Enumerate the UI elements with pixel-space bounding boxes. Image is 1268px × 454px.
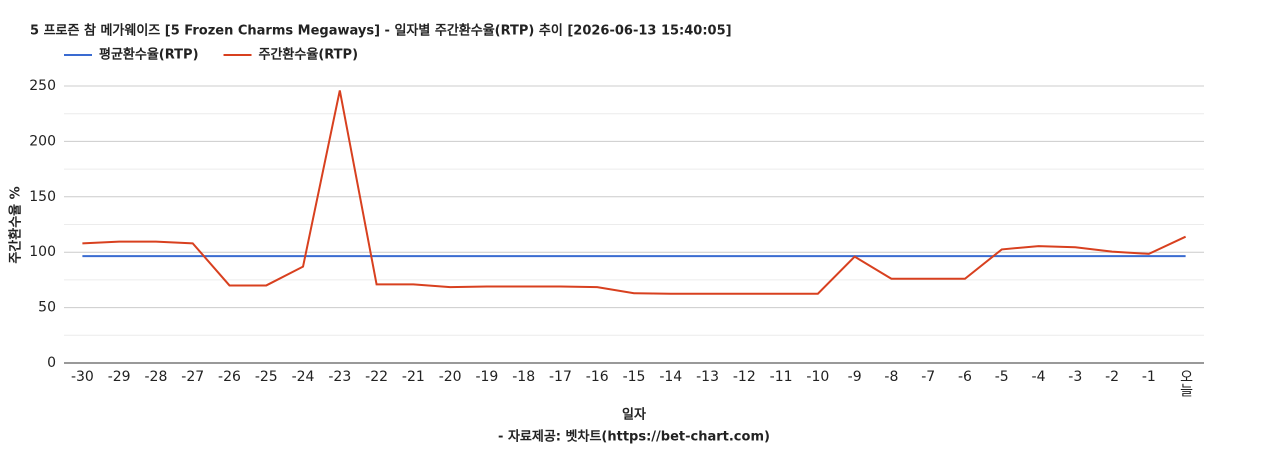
- y-tick-label: 250: [29, 78, 56, 94]
- y-tick-label: 150: [29, 189, 56, 205]
- x-tick-label: -10: [806, 369, 829, 385]
- x-tick-label: -11: [770, 369, 793, 385]
- y-axis-label: 주간환수율 %: [8, 186, 24, 263]
- y-tick-label: 100: [29, 244, 56, 260]
- y-tick-label: 50: [38, 300, 56, 316]
- x-tick-label: -23: [328, 369, 351, 385]
- x-tick-label: -16: [586, 369, 609, 385]
- x-tick-label: -7: [921, 369, 935, 385]
- x-tick-label: -2: [1105, 369, 1119, 385]
- x-tick-label: -20: [439, 369, 462, 385]
- x-tick-label: -25: [255, 369, 278, 385]
- x-tick-label: -5: [995, 369, 1009, 385]
- x-tick-label: -19: [475, 369, 498, 385]
- x-tick-label: -24: [292, 369, 315, 385]
- x-tick-label: -8: [884, 369, 898, 385]
- legend-label: 주간환수율(RTP): [259, 47, 359, 63]
- x-tick-label: 오늘: [1178, 369, 1194, 397]
- y-tick-label: 0: [47, 355, 56, 371]
- x-axis-label: 일자: [622, 408, 646, 423]
- x-tick-label: -26: [218, 369, 241, 385]
- x-tick-label: -4: [1032, 369, 1046, 385]
- x-tick-label: -27: [181, 369, 204, 385]
- footnote: - 자료제공: 벳차트(https://bet-chart.com): [498, 429, 770, 445]
- x-tick-label: -6: [958, 369, 972, 385]
- x-tick-label: -28: [144, 369, 167, 385]
- x-tick-label: -29: [108, 369, 131, 385]
- x-tick-label: -18: [512, 369, 535, 385]
- chart-title: 5 프로즌 참 메가웨이즈 [5 Frozen Charms Megaways]…: [30, 23, 732, 39]
- x-tick-label: -14: [659, 369, 682, 385]
- x-tick-label: -9: [848, 369, 862, 385]
- x-tick-label: -3: [1068, 369, 1082, 385]
- x-tick-label: -13: [696, 369, 719, 385]
- legend-label: 평균환수율(RTP): [99, 47, 199, 63]
- x-tick-label: -21: [402, 369, 425, 385]
- x-tick-label: -12: [733, 369, 756, 385]
- x-tick-label: -15: [623, 369, 646, 385]
- x-tick-label: -22: [365, 369, 388, 385]
- x-tick-label: -17: [549, 369, 572, 385]
- line-series: [82, 90, 1187, 295]
- x-tick-label: -30: [71, 369, 94, 385]
- x-tick-label: -1: [1142, 369, 1156, 385]
- y-tick-label: 200: [29, 133, 56, 149]
